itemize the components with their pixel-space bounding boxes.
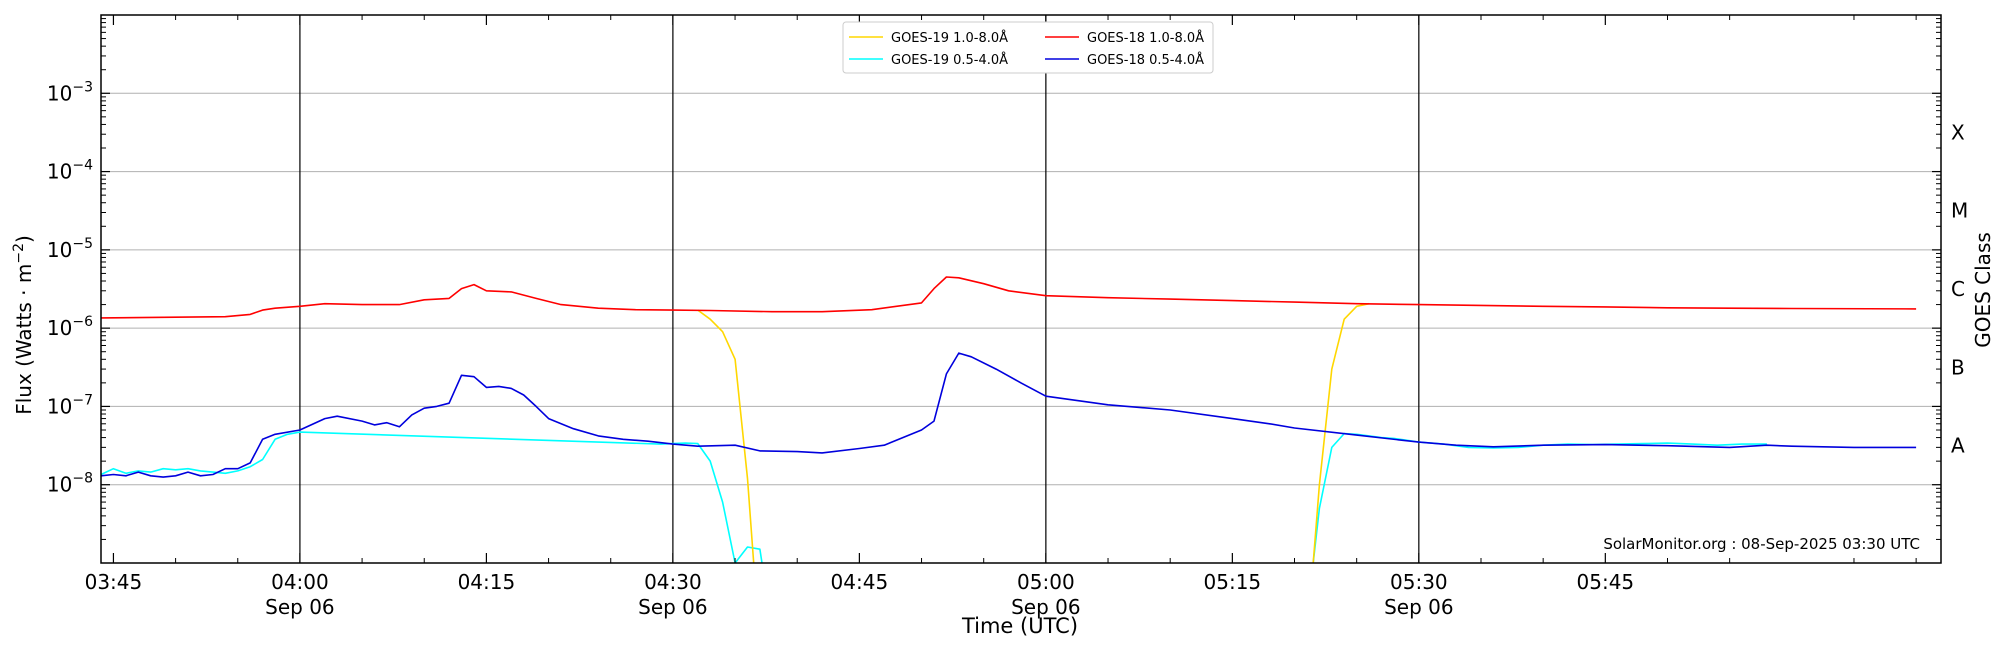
- series-line: [1312, 302, 1370, 563]
- y-tick-label: 10−6: [47, 314, 93, 340]
- series-layer: [101, 276, 1917, 563]
- legend-label: GOES-18 0.5-4.0Å: [1087, 52, 1204, 68]
- x-tick-label: 05:45: [1577, 570, 1635, 594]
- vertical-line-layer: [299, 15, 1420, 563]
- y-tick-mantissa: 10: [47, 316, 72, 340]
- goes-class-label: X: [1951, 120, 1965, 144]
- legend-label: GOES-19 1.0-8.0Å: [891, 30, 1008, 46]
- y-tick-mantissa: 10: [47, 238, 72, 262]
- y-tick-mantissa: 10: [47, 81, 72, 105]
- y-axis-label-close: ): [12, 235, 36, 243]
- y-tick-exponent: −8: [72, 471, 93, 487]
- y-tick-label: 10−5: [47, 236, 93, 262]
- series-line: [697, 309, 755, 563]
- x-tick-label: 04:15: [458, 570, 516, 594]
- watermark-text: SolarMonitor.org : 08-Sep-2025 03:30 UTC: [1603, 535, 1920, 553]
- x-tick-label: 05:15: [1204, 570, 1262, 594]
- series-line: [101, 276, 1917, 319]
- y-tick-label: 10−3: [47, 79, 93, 105]
- plot-area-frame: [100, 14, 1942, 564]
- x-tick-label: 04:00: [271, 570, 329, 594]
- goes-class-label: M: [1951, 199, 1968, 223]
- series-line: [101, 352, 1917, 478]
- x-tick-label: 05:30: [1390, 570, 1448, 594]
- grid-layer: [101, 92, 1941, 486]
- y-tick-label: 10−8: [47, 471, 93, 497]
- legend-box: [842, 21, 1214, 74]
- x-tick-date-label: Sep 06: [265, 595, 335, 619]
- legend-label: GOES-19 0.5-4.0Å: [891, 52, 1008, 68]
- series-line: [101, 431, 763, 563]
- y-axis-label-exponent: −2: [11, 243, 27, 264]
- x-tick-label: 05:00: [1017, 570, 1075, 594]
- y-tick-exponent: −3: [72, 79, 93, 95]
- goes-class-label: B: [1951, 355, 1965, 379]
- y-tick-label: 10−7: [47, 392, 93, 418]
- y-axis-label: Flux (Watts · m−2): [11, 235, 36, 415]
- legend-label: GOES-18 1.0-8.0Å: [1087, 30, 1204, 46]
- goes-class-label: A: [1951, 434, 1965, 458]
- x-tick-label: 04:30: [644, 570, 702, 594]
- x-tick-date-label: Sep 06: [1011, 595, 1081, 619]
- x-tick-label: 03:45: [85, 570, 143, 594]
- goes-class-label: C: [1951, 277, 1965, 301]
- legend: GOES-19 1.0-8.0Å GOES-19 0.5-4.0Å GOES-18 …: [842, 21, 1214, 74]
- y-tick-exponent: −5: [72, 236, 93, 252]
- y-tick-exponent: −6: [72, 314, 93, 330]
- right-axis-label: GOES Class: [1971, 232, 1995, 348]
- y-tick-mantissa: 10: [47, 473, 72, 497]
- x-tick-date-label: Sep 06: [638, 595, 708, 619]
- y-tick-exponent: −4: [72, 158, 93, 174]
- x-tick-label: 04:45: [831, 570, 889, 594]
- y-tick-mantissa: 10: [47, 394, 72, 418]
- y-tick-exponent: −7: [72, 392, 93, 408]
- y-tick-mantissa: 10: [47, 160, 72, 184]
- x-tick-date-label: Sep 06: [1384, 595, 1454, 619]
- x-axis-label: Time (UTC): [961, 614, 1078, 638]
- y-tick-label: 10−4: [47, 158, 93, 184]
